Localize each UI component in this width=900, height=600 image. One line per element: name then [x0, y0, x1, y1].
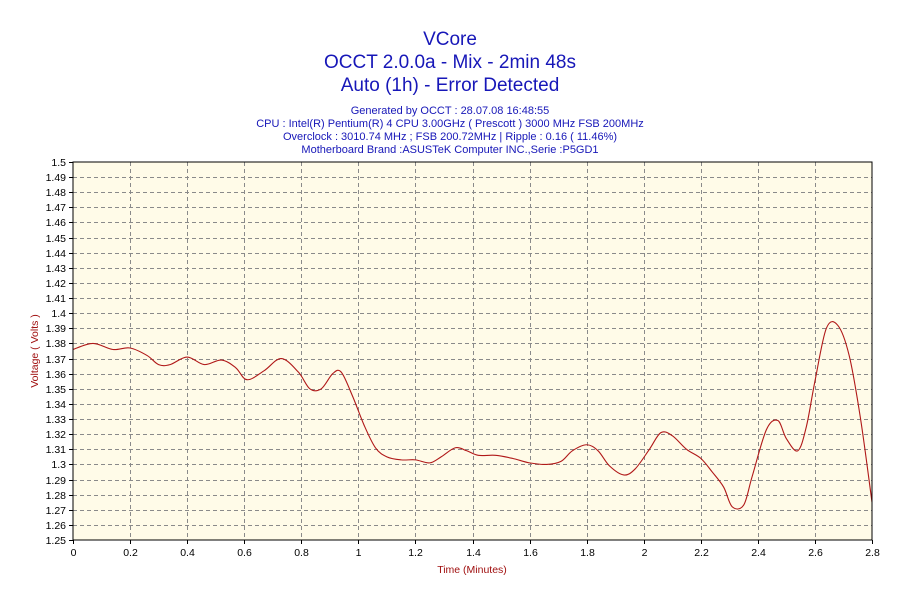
y-tick-label: 1.25	[46, 535, 67, 547]
chart-title-line-1: VCore	[423, 29, 477, 50]
x-tick-label: 0.4	[180, 547, 195, 559]
y-tick-label: 1.3	[51, 459, 66, 471]
y-tick-label: 1.27	[46, 505, 67, 517]
x-tick-label: 0.2	[123, 547, 138, 559]
vcore-series-line	[72, 321, 873, 510]
x-tick-label: 0	[71, 547, 77, 559]
x-tick-label: 2.8	[865, 547, 880, 559]
grid-lines	[73, 162, 872, 540]
y-tick-label: 1.31	[46, 444, 67, 456]
y-tick-label: 1.38	[46, 338, 67, 350]
y-tick-label: 1.44	[46, 248, 67, 260]
y-tick-label: 1.49	[46, 172, 67, 184]
y-tick-label: 1.33	[46, 414, 67, 426]
y-tick-label: 1.48	[46, 187, 67, 199]
y-tick-label: 1.45	[46, 233, 67, 245]
x-tick-label: 2.6	[808, 547, 823, 559]
y-tick-label: 1.43	[46, 263, 67, 275]
y-tick-label: 1.36	[46, 369, 67, 381]
chart-title-line-2: OCCT 2.0.0a - Mix - 2min 48s	[324, 52, 576, 73]
y-tick-label: 1.42	[46, 278, 67, 290]
y-tick-label: 1.5	[51, 157, 66, 169]
y-tick-label: 1.35	[46, 384, 67, 396]
x-tick-label: 2	[642, 547, 648, 559]
generated-info: Generated by OCCT : 28.07.08 16:48:55	[351, 105, 550, 117]
cpu-info: CPU : Intel(R) Pentium(R) 4 CPU 3.00GHz …	[256, 118, 644, 130]
y-tick-label: 1.46	[46, 217, 67, 229]
x-tick-label: 0.8	[294, 547, 309, 559]
x-tick-label: 0.6	[237, 547, 252, 559]
x-tick-label: 1.4	[466, 547, 481, 559]
motherboard-info: Motherboard Brand :ASUSTeK Computer INC.…	[301, 144, 598, 156]
y-tick-label: 1.37	[46, 354, 67, 366]
x-tick-label: 1	[356, 547, 362, 559]
y-tick-label: 1.41	[46, 293, 67, 305]
y-tick-label: 1.47	[46, 202, 67, 214]
y-tick-label: 1.32	[46, 429, 67, 441]
y-tick-label: 1.4	[51, 308, 66, 320]
x-tick-label: 2.4	[751, 547, 766, 559]
y-tick-label: 1.39	[46, 323, 67, 335]
x-tick-label: 1.6	[523, 547, 538, 559]
y-tick-label: 1.26	[46, 520, 67, 532]
plot-area	[73, 162, 872, 540]
y-tick-label: 1.34	[46, 399, 67, 411]
y-tick-label: 1.28	[46, 490, 67, 502]
x-tick-label: 1.8	[580, 547, 595, 559]
plot-border	[72, 161, 873, 541]
x-axis-title: Time (Minutes)	[437, 564, 507, 576]
y-axis-title: Voltage ( Volts )	[29, 314, 41, 388]
tick-labels: 1.25 1.26 1.27 1.28 1.29 1.3 1.31 1.32 1.33 1.34 1…	[46, 157, 880, 559]
axis-ticks	[69, 162, 873, 544]
x-tick-label: 1.2	[408, 547, 423, 559]
chart-title-line-3: Auto (1h) - Error Detected	[341, 75, 560, 96]
y-tick-label: 1.29	[46, 475, 67, 487]
overclock-info: Overclock : 3010.74 MHz ; FSB 200.72MHz …	[283, 131, 617, 143]
x-tick-label: 2.2	[694, 547, 709, 559]
